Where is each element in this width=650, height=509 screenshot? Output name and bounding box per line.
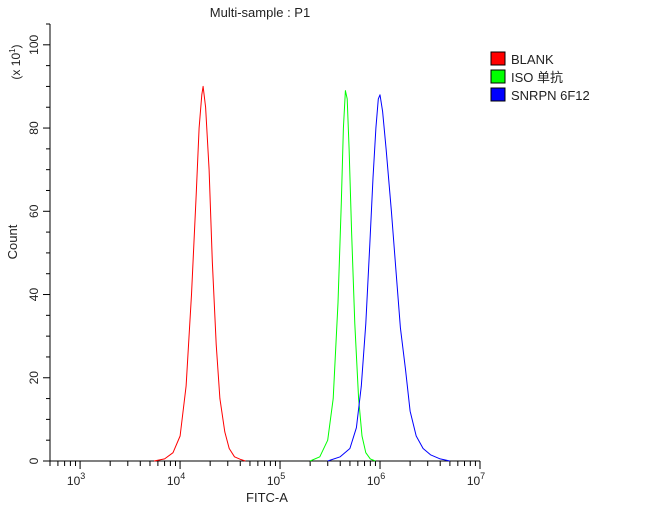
x-axis-label: FITC-A — [246, 490, 288, 505]
y-tick-label: 100 — [27, 34, 41, 54]
legend-label-1: ISO 单抗 — [511, 70, 563, 85]
y-tick-label: 80 — [27, 121, 41, 135]
legend-label-0: BLANK — [511, 52, 554, 67]
x-axis-ticks: 103 104 105 106 107 — [49, 461, 485, 488]
y-tick-label: 60 — [27, 204, 41, 218]
legend: BLANK ISO 单抗 SNRPN 6F12 — [490, 51, 590, 103]
x-tick-label: 104 — [167, 471, 185, 488]
legend-swatch-0 — [490, 51, 506, 66]
series-line-1 — [309, 90, 376, 462]
legend-swatch-2 — [490, 87, 506, 102]
x-tick-label: 106 — [367, 471, 385, 488]
y-tick-label: 40 — [27, 288, 41, 302]
legend-swatch-1 — [490, 69, 506, 84]
x-tick-label: 103 — [67, 471, 85, 488]
chart-title: Multi-sample : P1 — [210, 5, 310, 20]
legend-label-2: SNRPN 6F12 — [511, 88, 590, 103]
y-multiplier-label: (x 101) — [8, 44, 23, 79]
series-line-2 — [327, 94, 451, 462]
y-axis-ticks: 0 20 40 60 80 100 — [27, 23, 50, 464]
series-line-0 — [154, 85, 246, 462]
y-tick-label: 0 — [27, 457, 41, 464]
y-axis-label: Count — [5, 224, 20, 259]
x-tick-label: 107 — [467, 471, 485, 488]
y-tick-label: 20 — [27, 371, 41, 385]
histogram-series — [154, 85, 451, 462]
x-tick-label: 105 — [267, 471, 285, 488]
